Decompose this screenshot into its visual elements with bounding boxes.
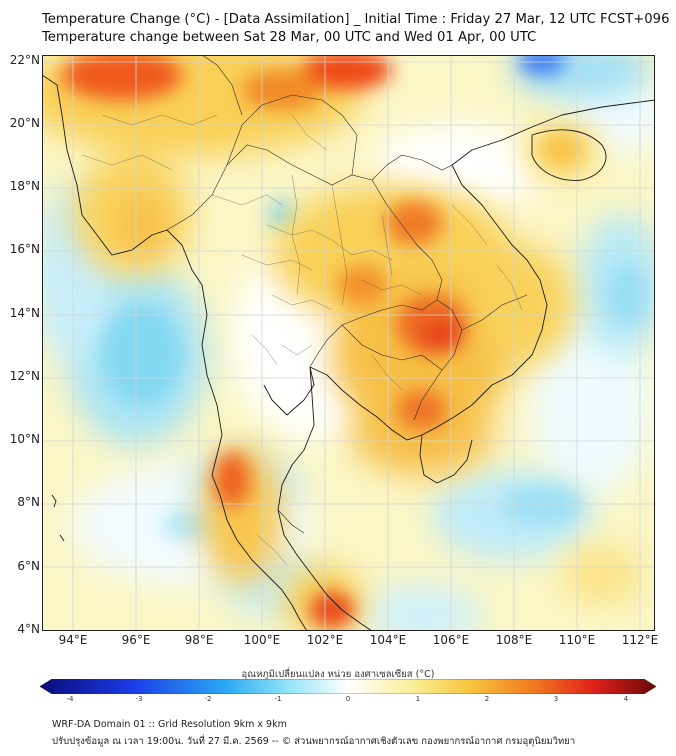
graticule <box>42 55 655 631</box>
colorbar-tick: 0 <box>345 695 351 703</box>
province-borders <box>81 114 523 566</box>
colorbar-tick: 1 <box>415 695 421 703</box>
coastlines <box>42 74 655 631</box>
lat-label-14n: 14°N <box>9 306 40 320</box>
footer-update-info: ปรับปรุงข้อมูล ณ เวลา 19:00น. วันที่ 27 … <box>52 736 576 747</box>
warm-anomaly-regions <box>42 55 642 631</box>
lat-label-18n: 18°N <box>9 179 40 193</box>
colorbar-tick: -4 <box>66 695 74 703</box>
temperature-change-map <box>42 55 655 631</box>
colorbar-gradient <box>39 678 657 695</box>
lon-label-100e: 100°E <box>243 633 281 647</box>
lon-label-106e: 106°E <box>432 633 470 647</box>
chart-title: Temperature Change (°C) - [Data Assimila… <box>42 12 670 27</box>
country-borders <box>166 55 528 534</box>
lat-label-6n: 6°N <box>17 559 40 573</box>
lon-label-98e: 98°E <box>184 633 214 647</box>
lon-label-112e: 112°E <box>621 633 659 647</box>
colorbar <box>39 678 657 695</box>
footer-model-info: WRF-DA Domain 01 :: Grid Resolution 9km … <box>52 719 287 730</box>
colorbar-tick: -2 <box>204 695 212 703</box>
lat-label-12n: 12°N <box>9 369 40 383</box>
colorbar-title: อุณหภูมิเปลี่ยนแปลง หน่วย องศาเซลเซียส (… <box>241 669 435 680</box>
colorbar-tick: 4 <box>623 695 629 703</box>
lon-label-102e: 102°E <box>306 633 344 647</box>
lat-label-10n: 10°N <box>9 432 40 446</box>
lat-label-22n: 22°N <box>9 53 40 67</box>
lon-label-96e: 96°E <box>121 633 151 647</box>
lon-label-108e: 108°E <box>495 633 533 647</box>
colorbar-tick: -1 <box>274 695 282 703</box>
lat-label-16n: 16°N <box>9 242 40 256</box>
lon-label-104e: 104°E <box>369 633 407 647</box>
colorbar-tick: 2 <box>484 695 490 703</box>
map-border <box>42 55 655 631</box>
colorbar-tick: -3 <box>135 695 143 703</box>
lon-label-110e: 110°E <box>558 633 596 647</box>
lon-label-94e: 94°E <box>58 633 88 647</box>
warm-anomaly-cores <box>62 55 584 628</box>
lat-label-8n: 8°N <box>17 495 40 509</box>
lat-label-20n: 20°N <box>9 116 40 130</box>
colorbar-tick: 3 <box>553 695 559 703</box>
cool-anomaly-cores <box>102 55 647 541</box>
lat-label-4n: 4°N <box>17 622 40 636</box>
chart-subtitle: Temperature change between Sat 28 Mar, 0… <box>42 30 537 45</box>
